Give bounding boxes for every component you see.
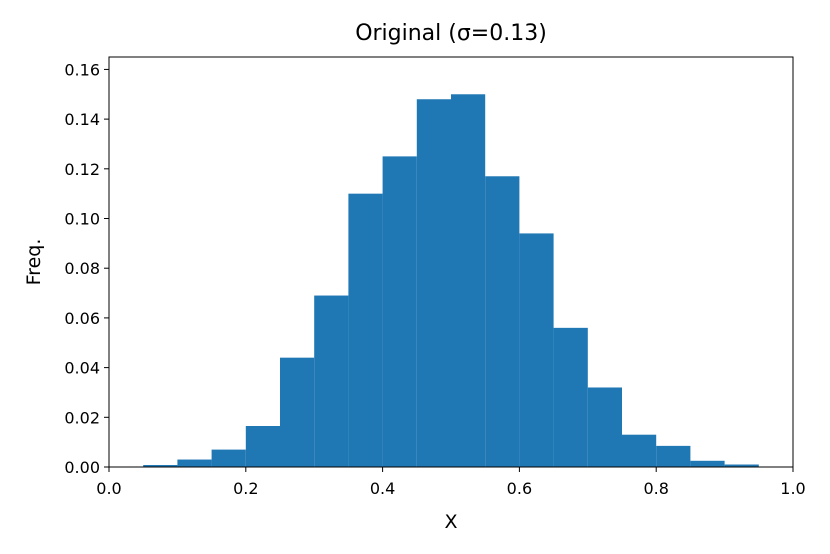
x-tick-label: 0.6 [507, 479, 532, 498]
bar [211, 449, 246, 467]
chart-title: Original (σ=0.13) [355, 21, 547, 46]
x-axis-label: X [444, 511, 457, 533]
y-tick-label: 0.16 [64, 60, 100, 79]
y-tick-label: 0.04 [64, 359, 100, 378]
y-tick-label: 0.02 [64, 408, 100, 427]
bar [519, 233, 554, 467]
bar [724, 464, 759, 467]
bar [416, 99, 451, 467]
y-tick-label: 0.14 [64, 110, 100, 129]
bar [690, 460, 725, 467]
x-tick-label: 0.4 [370, 479, 395, 498]
bar [382, 156, 417, 468]
x-tick-label: 0.8 [643, 479, 668, 498]
bar [553, 327, 588, 467]
bar [143, 465, 178, 467]
y-tick-label: 0.10 [64, 210, 100, 229]
y-tick-label: 0.12 [64, 160, 100, 179]
y-tick-label: 0.06 [64, 309, 100, 328]
y-tick-label: 0.08 [64, 259, 100, 278]
x-tick-label: 0.2 [233, 479, 258, 498]
bar [348, 193, 383, 467]
bar [656, 445, 691, 467]
x-tick-label: 0.0 [96, 479, 121, 498]
bar [177, 459, 212, 467]
bar [280, 357, 315, 467]
bar [245, 426, 280, 467]
y-tick-label: 0.00 [64, 458, 100, 477]
bar [622, 434, 657, 467]
bar [485, 176, 520, 468]
y-axis-label: Freq. [23, 239, 45, 286]
bar [314, 295, 349, 467]
x-tick-label: 1.0 [780, 479, 805, 498]
bar [451, 94, 486, 467]
bar [587, 387, 622, 467]
plot-frame [108, 56, 794, 468]
